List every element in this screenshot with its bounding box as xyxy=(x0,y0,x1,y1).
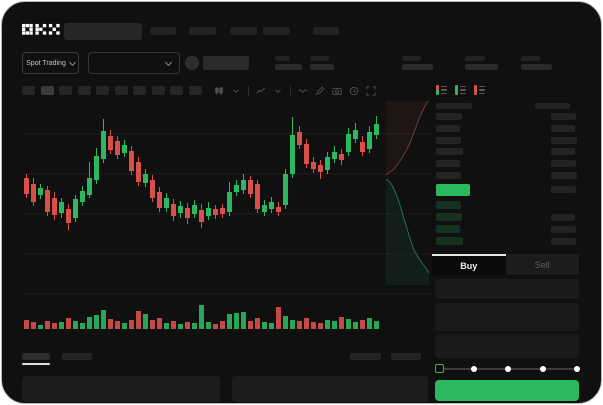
bid-amount-placeholder xyxy=(551,214,575,221)
orderbook-bids-icon[interactable] xyxy=(455,84,469,96)
bottom-tab-placeholder[interactable] xyxy=(22,353,50,360)
pencil-icon[interactable] xyxy=(315,86,325,96)
pair-name-placeholder xyxy=(203,56,249,70)
camera-icon[interactable] xyxy=(332,86,342,96)
clock-icon[interactable] xyxy=(349,86,359,96)
amount-field[interactable] xyxy=(435,303,579,331)
ask-amount-placeholder xyxy=(551,113,576,120)
chevron-down-icon[interactable] xyxy=(231,86,241,96)
bid-price-placeholder[interactable] xyxy=(436,201,461,209)
toolbar-divider xyxy=(290,86,291,96)
stat-label-placeholder xyxy=(465,56,485,61)
bottom-tab-placeholder[interactable] xyxy=(350,353,381,360)
spot-trading-dropdown[interactable]: Spot Trading xyxy=(22,52,79,74)
stat-value-placeholder xyxy=(465,64,498,70)
search-input[interactable] xyxy=(64,23,142,40)
active-tab-underline xyxy=(22,363,50,365)
nav-item-placeholder[interactable] xyxy=(313,27,339,35)
bottom-panel xyxy=(22,376,220,402)
ask-amount-placeholder xyxy=(551,124,575,132)
candlestick-chart[interactable] xyxy=(20,97,432,332)
total-field[interactable] xyxy=(435,334,579,358)
chevron-down-icon xyxy=(68,58,76,66)
tab-sell[interactable]: Sell xyxy=(505,254,579,275)
stat-value-placeholder xyxy=(521,64,552,70)
ask-price-placeholder[interactable] xyxy=(436,160,460,168)
bid-price-placeholder[interactable] xyxy=(436,213,462,221)
stat-value-placeholder xyxy=(402,64,433,70)
stat-label-placeholder xyxy=(275,56,290,61)
coin-icon xyxy=(185,56,199,70)
bottom-tab-placeholder[interactable] xyxy=(391,353,421,360)
timeframe-button[interactable] xyxy=(22,86,35,95)
stat-value-placeholder xyxy=(275,64,302,70)
last-price-badge[interactable] xyxy=(436,184,470,196)
bid-amount-placeholder xyxy=(551,226,576,233)
slider-stop[interactable] xyxy=(470,365,477,372)
slider-handle[interactable] xyxy=(435,364,444,373)
toolbar-divider xyxy=(248,86,249,96)
stat-value-placeholder xyxy=(310,64,334,70)
orderbook-asks-icon[interactable] xyxy=(474,84,488,96)
timeframe-button[interactable] xyxy=(40,86,54,95)
spot-trading-label: Spot Trading xyxy=(26,59,66,67)
chart-tools xyxy=(214,85,376,97)
price-field[interactable] xyxy=(435,279,579,299)
indicator-icon[interactable] xyxy=(256,86,266,96)
nav-item-placeholder[interactable] xyxy=(230,27,257,35)
bottom-tab-placeholder[interactable] xyxy=(62,353,92,360)
bottom-panel xyxy=(232,376,428,402)
orderbook-header-placeholder xyxy=(535,103,570,109)
pair-selector-dropdown[interactable] xyxy=(88,52,180,74)
timeframe-button[interactable] xyxy=(133,86,146,95)
fullscreen-icon[interactable] xyxy=(366,86,376,96)
buy-button[interactable] xyxy=(435,380,579,401)
chevron-down-icon[interactable] xyxy=(273,86,283,96)
timeframe-button[interactable] xyxy=(77,86,91,95)
timeframe-button[interactable] xyxy=(114,86,128,95)
slider-stop[interactable] xyxy=(539,365,546,372)
wave-icon[interactable] xyxy=(298,86,308,96)
ask-amount-placeholder xyxy=(551,148,575,156)
timeframe-button[interactable] xyxy=(151,86,165,95)
orderbook-header-placeholder xyxy=(436,103,472,109)
nav-item-placeholder[interactable] xyxy=(150,27,176,35)
ask-price-placeholder[interactable] xyxy=(436,148,463,156)
stat-label-placeholder xyxy=(402,56,421,61)
ask-amount-placeholder xyxy=(551,136,577,144)
ask-price-placeholder[interactable] xyxy=(436,113,462,120)
orderbook-both-icon[interactable] xyxy=(436,84,450,96)
slider-stop[interactable] xyxy=(574,365,580,372)
timeframe-button[interactable] xyxy=(59,86,72,95)
ask-price-placeholder[interactable] xyxy=(436,136,461,144)
nav-item-placeholder[interactable] xyxy=(189,27,216,35)
bid-price-placeholder[interactable] xyxy=(436,225,460,233)
nav-item-placeholder[interactable] xyxy=(263,27,290,35)
trade-side-tabs: Buy Sell xyxy=(432,254,579,275)
stat-label-placeholder xyxy=(521,56,540,61)
bid-amount-placeholder xyxy=(551,238,576,245)
ask-price-placeholder[interactable] xyxy=(436,124,460,132)
ask-amount-placeholder xyxy=(551,160,576,168)
ask-amount-placeholder xyxy=(551,172,577,179)
price-row-amount-placeholder xyxy=(551,186,576,193)
okx-logo xyxy=(22,23,60,36)
timeframe-button[interactable] xyxy=(170,86,183,95)
tab-buy[interactable]: Buy xyxy=(432,254,506,275)
timeframe-button[interactable] xyxy=(96,86,109,95)
slider-stop[interactable] xyxy=(505,365,511,372)
timeframe-button[interactable] xyxy=(188,86,202,95)
stat-label-placeholder xyxy=(310,56,329,61)
interval-icon[interactable] xyxy=(214,86,224,96)
ask-price-placeholder[interactable] xyxy=(436,172,461,179)
bid-price-placeholder[interactable] xyxy=(436,237,463,245)
chevron-down-icon xyxy=(164,58,173,66)
